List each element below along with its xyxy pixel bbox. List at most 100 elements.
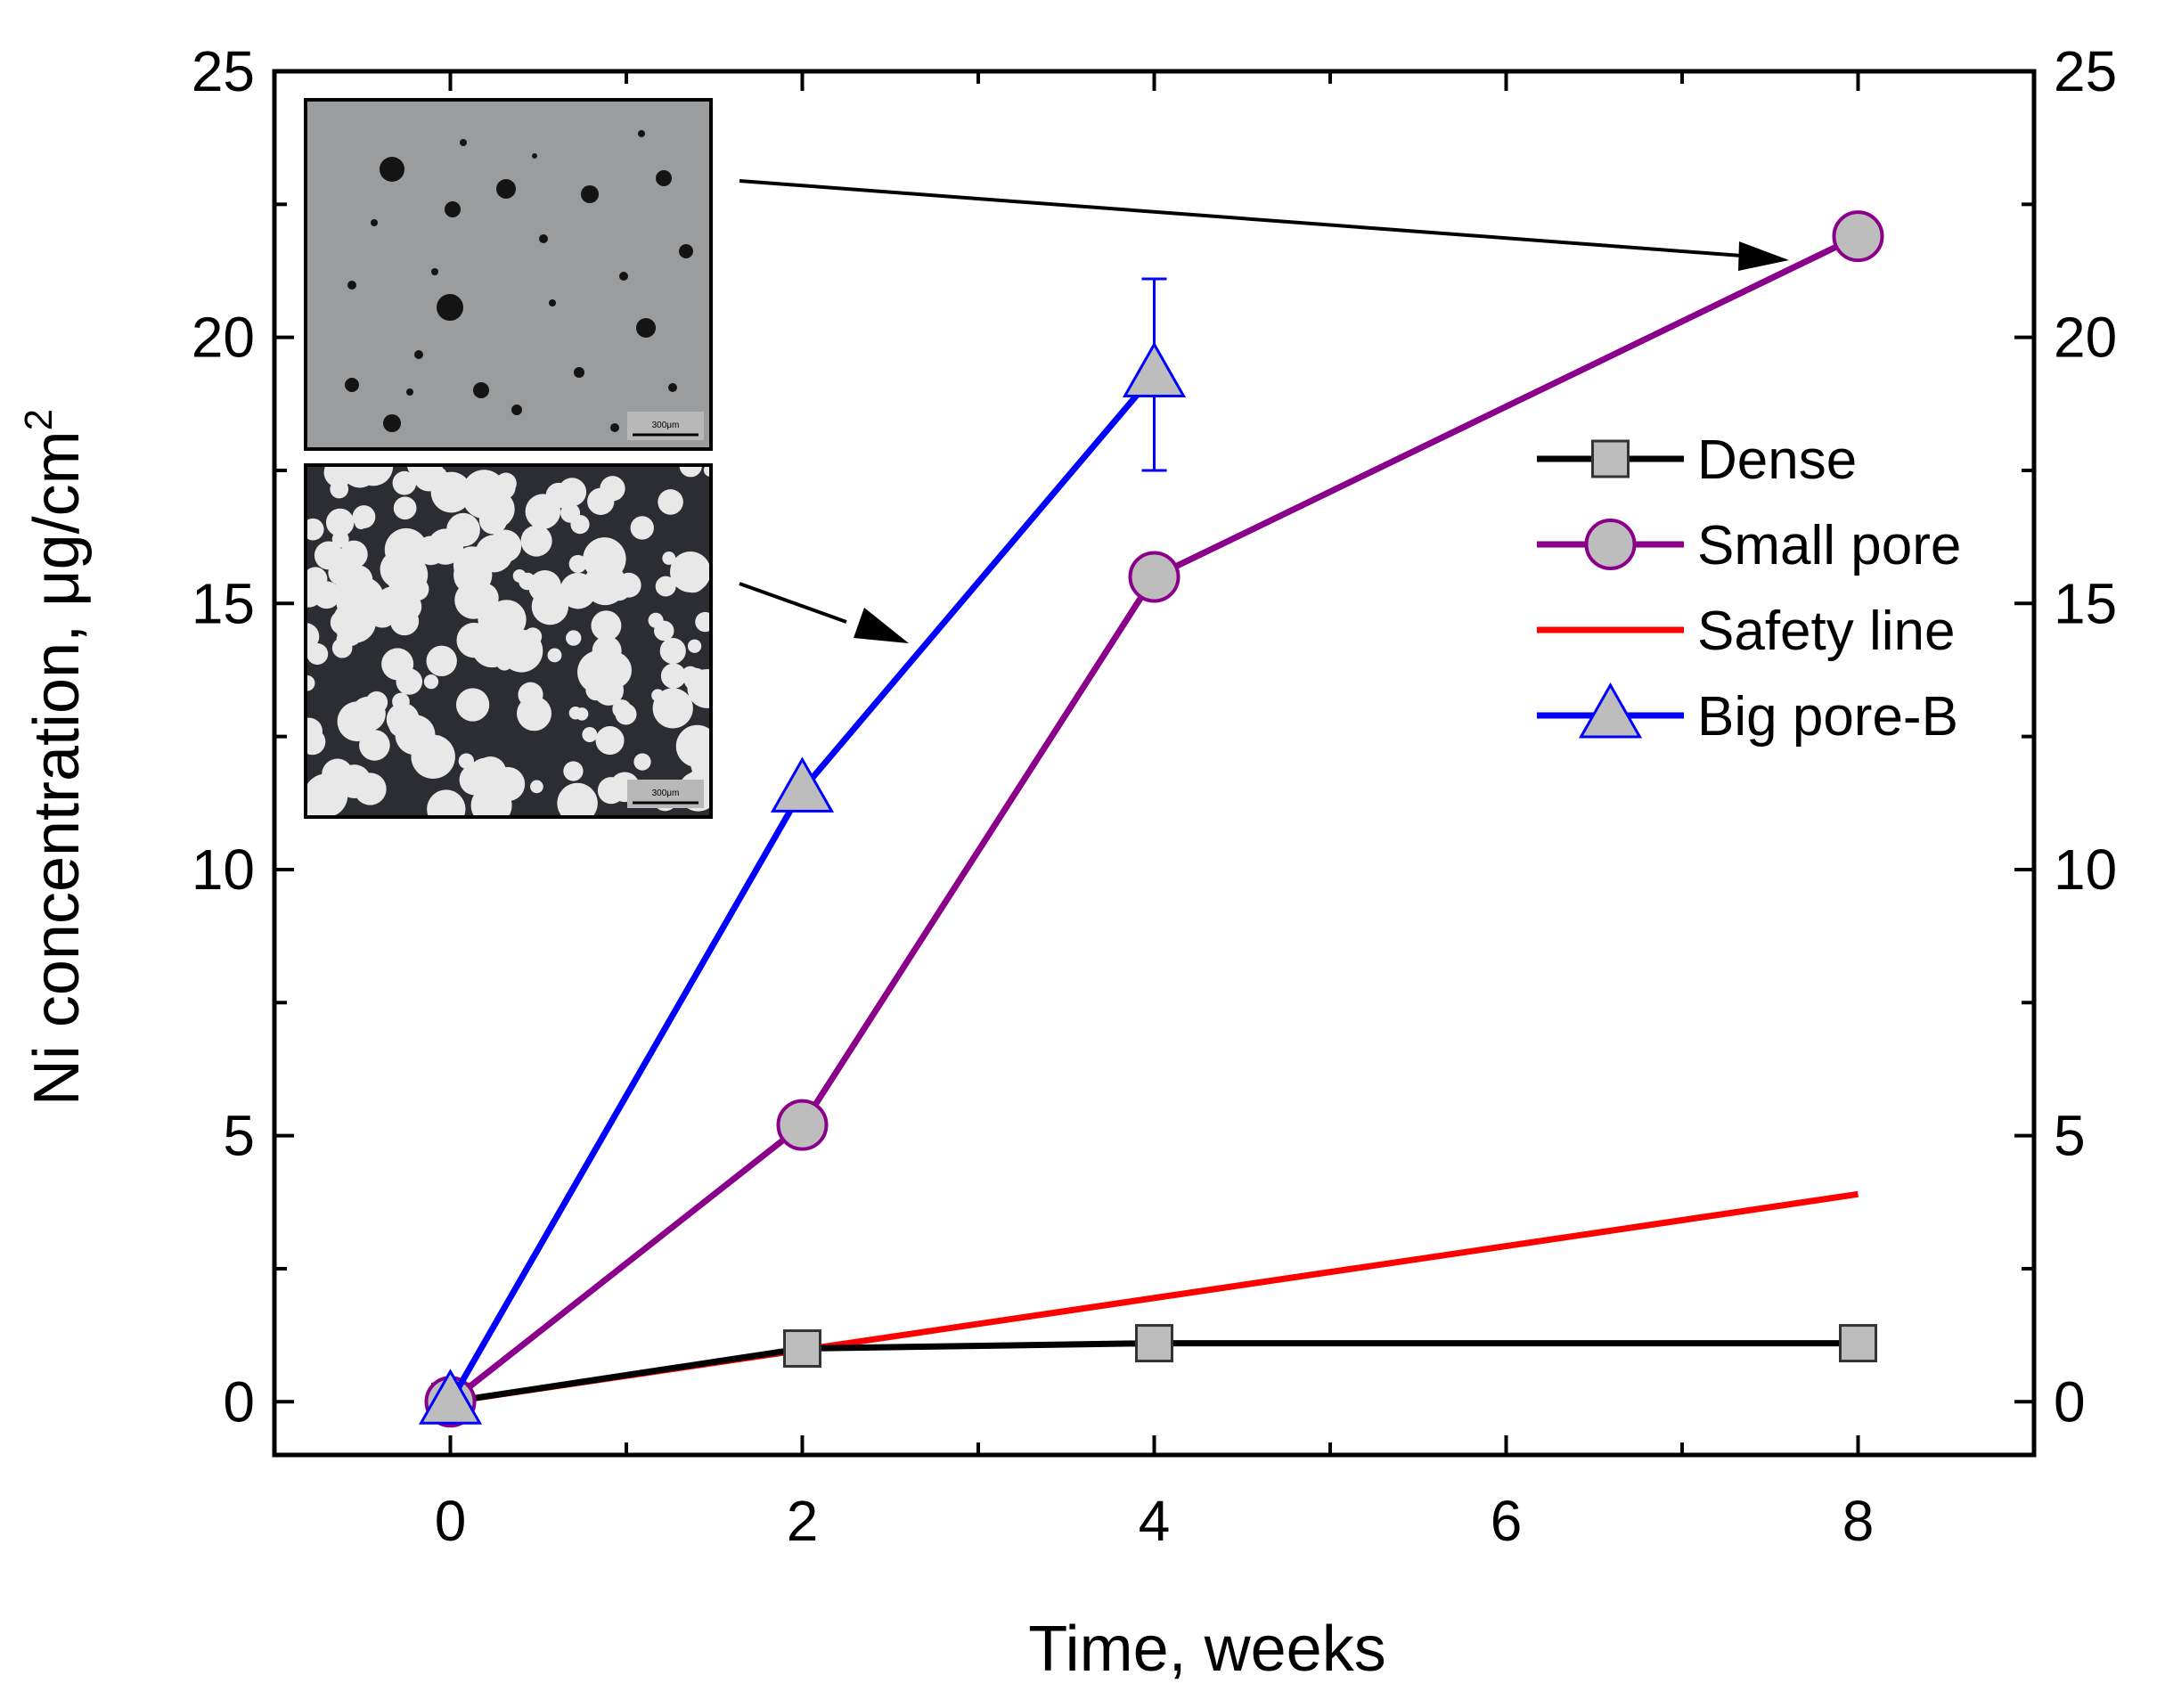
particle-blob [675, 724, 711, 768]
particle-blob [557, 782, 598, 817]
axis-tick-labels: 0 2 4 6 8 0 5 10 15 20 25 0 5 10 15 20 25 [192, 39, 2117, 1553]
particle-blob [341, 465, 379, 488]
particle-blob [455, 688, 490, 722]
small-pore-scale-label: 300μm [652, 421, 680, 430]
particle-blob [432, 467, 447, 482]
particle-blob [563, 761, 584, 781]
particle-blob [570, 514, 590, 535]
right-y-tick-label: 20 [2054, 306, 2117, 370]
series-dense [431, 1324, 1877, 1421]
particle-blob [660, 663, 687, 689]
particle-blob [695, 611, 711, 633]
right-y-tick-label: 0 [2054, 1369, 2086, 1434]
series-small-pore [424, 210, 1884, 1428]
legend-label-small-pore: Small pore [1697, 515, 1961, 576]
particle-blob [679, 465, 702, 478]
legend-item-safety-line: Safety line [1537, 601, 1956, 662]
particle-blob [682, 666, 699, 683]
particle-blob [359, 730, 390, 761]
particle-blob [388, 595, 404, 609]
small-pore-micrograph: 300μm [304, 98, 713, 451]
particle-blob [484, 762, 501, 778]
legend-marker-dense [1591, 439, 1630, 478]
right-y-tick-label: 25 [2054, 39, 2117, 103]
legend-item-dense: Dense [1537, 429, 1857, 491]
y-tick-label: 25 [192, 39, 255, 103]
x-tick-label: 2 [787, 1489, 819, 1553]
arrow-head-big-pore [854, 608, 909, 643]
particle-blob [426, 645, 457, 676]
particle-blob [386, 702, 420, 736]
legend-label-safety-line: Safety line [1697, 601, 1956, 662]
particle-blob [337, 701, 378, 742]
right-y-tick-label: 10 [2054, 838, 2117, 902]
particle-blob [352, 505, 376, 529]
y-axis-title-text: Ni concentration, μg/cm [21, 430, 93, 1106]
big-pore-image-border [304, 463, 713, 819]
y-axis-title: Ni concentration, μg/cm2 [17, 409, 93, 1106]
particle-blob [423, 674, 439, 690]
y-tick-label: 5 [223, 1104, 255, 1168]
y-tick-label: 10 [192, 838, 255, 902]
particle-blob [492, 606, 523, 636]
particle-blob [325, 508, 355, 537]
particle-blob [306, 674, 315, 691]
particle-blob [566, 630, 582, 646]
legend-marker-small-pore [1584, 519, 1637, 570]
series-big-pore-b [418, 277, 1187, 1425]
particle-blob [520, 525, 552, 557]
y-tick-label: 0 [223, 1369, 255, 1434]
particle-blob [597, 777, 625, 805]
particle-blob [344, 565, 373, 594]
x-tick-label: 8 [1842, 1489, 1875, 1553]
particle-blob [698, 688, 711, 707]
particle-blob [314, 541, 343, 570]
particle-blob [616, 572, 641, 598]
particle-blob [560, 572, 597, 609]
x-tick-label: 4 [1139, 1489, 1171, 1553]
particle-blob [659, 638, 686, 665]
particle-blob [670, 552, 711, 592]
particle-blob [703, 465, 711, 478]
data-point-small-pore [1128, 551, 1181, 603]
right-y-tick-label: 15 [2054, 571, 2117, 635]
particle-blob [330, 479, 349, 499]
particle-blob [365, 691, 388, 714]
particle-blob [306, 518, 324, 541]
data-point-dense [1839, 1324, 1877, 1363]
big-pore-scale-label: 300μm [652, 789, 680, 798]
particle-blob [592, 570, 607, 584]
data-point-big-pore-b [770, 756, 835, 813]
particle-blob [462, 470, 506, 514]
particle-blob [458, 753, 475, 769]
arrow-to-small-pore [739, 179, 1743, 257]
arrow-head-small-pore [1738, 241, 1789, 271]
particle-blob [591, 610, 622, 642]
particle-blob [306, 793, 323, 817]
right-y-tick-label: 5 [2054, 1104, 2086, 1168]
legend-item-small-pore: Small pore [1537, 515, 1961, 576]
particle-blob [633, 753, 651, 771]
small-pore-image-border [304, 98, 713, 451]
particle-blob [568, 707, 583, 720]
series-line-dense [449, 1340, 1859, 1405]
particle-blob [547, 648, 562, 663]
particle-blob [630, 516, 654, 540]
legend-label-big-pore-b: Big pore-B [1697, 686, 1958, 748]
big-pore-micrograph: 300μm [304, 463, 713, 819]
legend-marker-big-pore-b [1578, 682, 1643, 739]
particle-blob [306, 728, 326, 756]
legend: Dense Small pore Safety line Big pore-B [1537, 429, 1961, 748]
particle-blob [454, 581, 493, 619]
particle-blob [427, 789, 466, 817]
particle-blob [331, 530, 349, 548]
particle-blob [595, 726, 625, 756]
y-axis-title-superscript: 2 [17, 409, 61, 430]
particle-blob [687, 639, 702, 653]
particle-blob [392, 470, 417, 495]
data-point-big-pore-b [418, 1369, 483, 1425]
particle-blob [411, 734, 455, 780]
particle-blob [530, 780, 543, 794]
particle-blob [381, 648, 414, 681]
